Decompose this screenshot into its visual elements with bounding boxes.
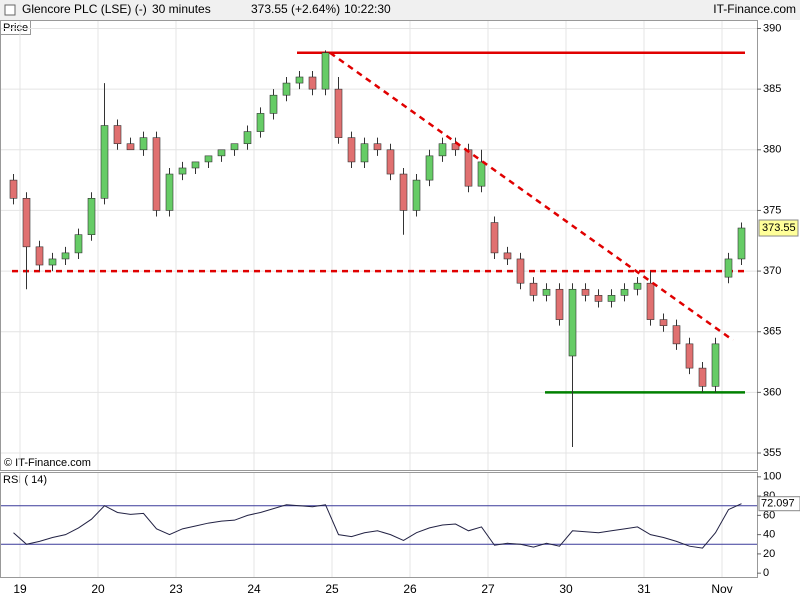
price-panel [0, 20, 758, 471]
candle-body [464, 149, 473, 187]
x-tick-label: Nov [711, 582, 732, 596]
candle-body [48, 258, 57, 266]
candle-body [594, 295, 603, 302]
candle-body [204, 155, 213, 163]
candle-body [490, 222, 499, 254]
candle-body [347, 137, 356, 163]
x-tick-label: 31 [637, 582, 651, 596]
candle-body [74, 234, 83, 254]
candle-body [620, 288, 629, 296]
candle-body [646, 282, 655, 320]
y-tick-label: 355 [763, 447, 781, 459]
y-tick-label: 60 [763, 509, 775, 521]
candle-body [113, 125, 122, 145]
candle-body [22, 198, 31, 248]
trend-line [329, 51, 734, 342]
candle-body [269, 94, 278, 114]
y-tick-label: 20 [763, 548, 775, 560]
x-tick-label: 26 [403, 582, 417, 596]
candle-body [425, 155, 434, 181]
y-tick-label: 40 [763, 529, 775, 541]
x-tick-label: 24 [247, 582, 261, 596]
candle-body [386, 149, 395, 175]
brand: IT-Finance.com [713, 2, 796, 16]
last-rsi-box [758, 496, 800, 512]
candle-body [191, 161, 200, 169]
copyright: © IT-Finance.com [4, 457, 91, 469]
candle-body [516, 258, 525, 284]
y-tick-label: 385 [763, 83, 781, 95]
candle-body [607, 295, 616, 302]
interval: 30 minutes [152, 2, 211, 16]
candle-body [256, 113, 265, 132]
candle-body [334, 88, 343, 138]
candle-body [529, 282, 538, 296]
candle-body [672, 325, 681, 345]
candle-body [35, 246, 44, 266]
candle-body [685, 343, 694, 369]
candle-body [542, 288, 551, 296]
candle-body [698, 367, 707, 387]
candle-body [217, 149, 226, 157]
candle-body [230, 143, 239, 151]
candle-body [737, 227, 746, 260]
last-price-label: 373.55 [762, 222, 796, 234]
rsi-label: RSI ( 14) [3, 474, 47, 486]
candle-body [477, 161, 486, 187]
x-tick-label: 30 [559, 582, 573, 596]
candle-body [373, 143, 382, 151]
candle-body [100, 125, 109, 199]
candle-body [282, 82, 291, 96]
candle-body [412, 179, 421, 211]
candle-body [61, 252, 70, 260]
last-rsi-label: 72.097 [761, 498, 795, 510]
y-tick-label: 0 [763, 567, 769, 579]
candle-body [321, 52, 330, 90]
y-tick-label: 100 [763, 471, 781, 483]
candle-body [308, 76, 317, 90]
header-bar [0, 0, 800, 20]
candle-body [139, 137, 148, 151]
y-tick-label: 375 [763, 204, 781, 216]
candle-body [724, 258, 733, 278]
candle-body [399, 173, 408, 211]
x-tick-label: 25 [325, 582, 339, 596]
candle-body [711, 343, 720, 387]
y-tick-label: 365 [763, 326, 781, 338]
candle-body [87, 198, 96, 235]
x-tick-label: 27 [481, 582, 495, 596]
y-tick-label: 360 [763, 386, 781, 398]
candle-body [165, 173, 174, 211]
y-tick-label: 380 [763, 144, 781, 156]
rsi-line [13, 503, 742, 549]
x-tick-label: 19 [13, 582, 27, 596]
candle-body [503, 252, 512, 260]
y-tick-label: 390 [763, 22, 781, 34]
candle-body [178, 167, 187, 175]
candle-body [438, 143, 447, 157]
candle-body [126, 143, 135, 151]
last-price-box [758, 219, 799, 237]
instrument-title: Glencore PLC (LSE) (-) [22, 2, 147, 16]
candle-body [152, 137, 161, 211]
candle-body [659, 319, 668, 326]
x-tick-label: 23 [169, 582, 183, 596]
candle-body [568, 288, 577, 357]
candle-body [243, 131, 252, 145]
candle-body [555, 288, 564, 320]
price-label-box [0, 20, 31, 35]
header-icon[interactable] [4, 4, 16, 16]
price-label: Price [3, 22, 28, 34]
candle-body [295, 76, 304, 84]
x-tick-label: 20 [91, 582, 105, 596]
candle-body [581, 288, 590, 296]
rsi-panel [0, 472, 758, 578]
y-tick-label: 370 [763, 265, 781, 277]
last-price: 373.55 (+2.64%) [251, 2, 340, 16]
candle-body [633, 282, 642, 290]
time: 10:22:30 [344, 2, 391, 16]
candle-body [9, 179, 18, 199]
candle-body [360, 143, 369, 163]
